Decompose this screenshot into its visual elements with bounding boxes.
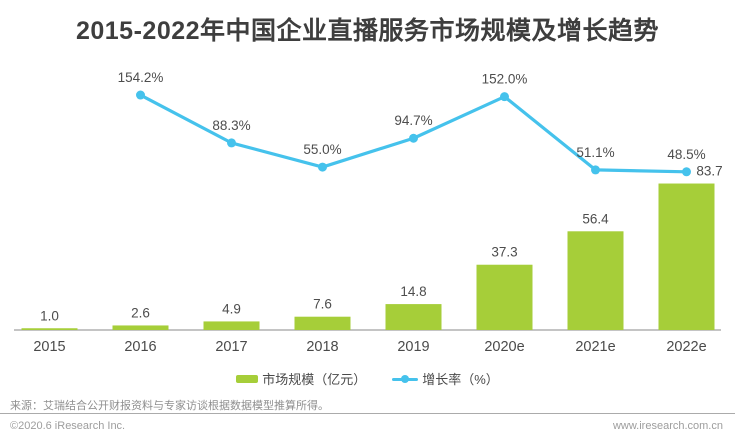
line-point-2017 (227, 138, 236, 148)
x-axis-label-2016: 2016 (124, 339, 156, 355)
line-point-2020e (500, 92, 509, 102)
bar-value-label: 37.3 (491, 245, 517, 260)
growth-value-label: 48.5% (667, 147, 705, 162)
bar-2015 (21, 328, 78, 330)
line-point-2016 (136, 90, 145, 100)
legend-label-market-size: 市场规模（亿元） (262, 372, 367, 387)
legend-item-market-size: 市场规模（亿元） (236, 369, 366, 388)
growth-value-label: 51.1% (576, 145, 614, 160)
growth-value-label: 94.7% (394, 113, 432, 128)
bar-value-label: 4.9 (222, 301, 241, 316)
legend: 市场规模（亿元） 增长率（%） (0, 369, 735, 388)
line-point-2021e (591, 165, 600, 175)
footer-divider (0, 413, 735, 414)
legend-item-growth-rate: 增长率（%） (392, 369, 499, 388)
x-axis-label-2018: 2018 (306, 339, 338, 355)
growth-value-label: 55.0% (303, 142, 341, 157)
growth-value-label: 152.0% (482, 72, 528, 87)
bar-value-label: 14.8 (400, 284, 426, 299)
bar-2022e (658, 183, 715, 330)
legend-label-growth-rate: 增长率（%） (422, 372, 499, 387)
line-swatch-icon (392, 374, 419, 384)
line-point-2022e (682, 167, 691, 177)
x-axis-label-2022e: 2022e (666, 339, 706, 355)
growth-value-label: 88.3% (212, 118, 250, 133)
chart-area: 1.0 2.6 4.9 7.6 14.8 37.3 56.4 83.7 154.2% 88.3% 5… (14, 70, 723, 355)
line-point-2019 (409, 133, 418, 143)
source-note: 来源：艾瑞结合公开财报资料与专家访谈根据数据模型推算所得。 (10, 400, 329, 412)
x-axis-label-2020e: 2020e (484, 339, 524, 355)
growth-value-label: 154.2% (118, 70, 164, 85)
bar-2017 (203, 321, 260, 330)
bar-swatch-icon (236, 374, 259, 383)
chart-canvas: 1.0 2.6 4.9 7.6 14.8 37.3 56.4 83.7 154.2% 88.3% 5… (14, 70, 723, 355)
bar-value-label: 56.4 (582, 211, 609, 226)
growth-rate-line (138, 93, 689, 174)
bar-value-label: 2.6 (131, 305, 150, 320)
bar-value-label: 83.7 (696, 164, 722, 179)
x-axis-label-2017: 2017 (215, 339, 247, 355)
chart-title: 2015-2022年中国企业直播服务市场规模及增长趋势 (75, 17, 660, 45)
x-axis-label-2019: 2019 (397, 339, 429, 355)
bar-2016 (112, 325, 169, 330)
bar-value-label: 7.6 (313, 297, 332, 312)
x-axis-label-2021e: 2021e (575, 339, 615, 355)
copyright-text: ©2020.6 iResearch Inc. (10, 420, 126, 432)
bar-2018 (294, 316, 351, 330)
bar-value-label: 1.0 (40, 308, 59, 323)
bar-2021e (567, 231, 624, 330)
line-point-2018 (318, 162, 327, 172)
x-axis-label-2015: 2015 (33, 339, 65, 355)
website-link[interactable]: www.iresearch.com.cn (612, 420, 723, 432)
bar-2019 (385, 304, 442, 330)
bar-2020e (476, 264, 533, 330)
